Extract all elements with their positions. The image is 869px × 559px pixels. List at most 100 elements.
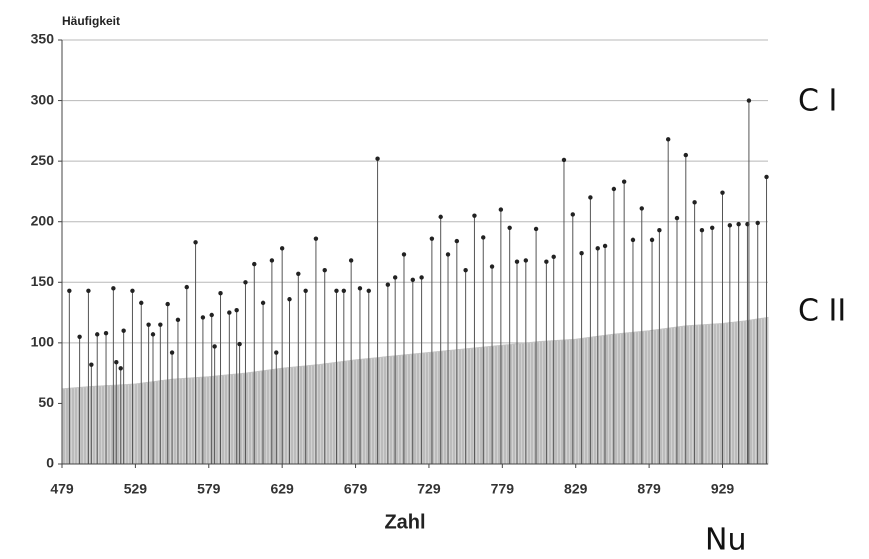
- stem-dot: [736, 221, 741, 227]
- stem-dot: [579, 251, 584, 256]
- stem-dot: [227, 310, 232, 315]
- stem-dot: [392, 275, 398, 280]
- stem-dot: [683, 152, 689, 158]
- stem-dot: [649, 237, 655, 243]
- axes: 0 50 100 150 200 250 300 350 479 529 579 629 679 729 7…: [31, 31, 768, 497]
- stem-dot: [551, 254, 556, 260]
- stem-dot: [727, 223, 733, 228]
- stem-dot: [481, 235, 486, 240]
- stem-dot: [595, 246, 600, 251]
- stem-dot: [674, 215, 680, 221]
- stem-dot: [445, 252, 451, 257]
- stem-dot: [463, 267, 468, 273]
- x-tick-label: 779: [491, 481, 515, 497]
- x-tick-label: 929: [711, 481, 735, 497]
- stem-dot: [746, 98, 752, 103]
- x-tick-label: 829: [564, 481, 588, 497]
- y-tick-label: 300: [31, 91, 55, 107]
- stem-dot: [184, 284, 189, 290]
- stem-dot: [699, 227, 705, 233]
- y-tick-label: 50: [38, 394, 54, 410]
- stem-dot: [454, 238, 460, 244]
- stem-dot: [89, 362, 94, 367]
- stem-dot: [279, 246, 285, 251]
- stem-dot: [366, 288, 371, 293]
- annotation: Nu: [705, 523, 746, 558]
- stem-dot: [489, 264, 495, 269]
- y-axis-label: Häufigkeit: [62, 14, 120, 28]
- stem-dot: [588, 195, 593, 200]
- annotation: C I: [798, 84, 837, 119]
- stem-dot: [334, 288, 339, 293]
- stem-dot: [710, 225, 715, 230]
- stem-dot: [158, 322, 163, 327]
- stem-dot: [103, 330, 109, 336]
- stem-dot: [401, 252, 407, 257]
- x-tick-label: 629: [270, 481, 294, 497]
- stem-dot: [252, 261, 257, 267]
- stem-dot: [533, 226, 539, 232]
- plot: [61, 98, 769, 465]
- stem-dot: [139, 300, 144, 306]
- stem-dot: [621, 179, 627, 184]
- y-tick-label: 250: [31, 152, 55, 168]
- stem-dot: [121, 328, 126, 333]
- stem-dot: [570, 212, 575, 217]
- stem-dot: [200, 315, 206, 320]
- stem-dot: [419, 275, 424, 280]
- stem-dot: [77, 334, 82, 339]
- stem-dot: [348, 258, 354, 263]
- stem-dot: [287, 297, 292, 302]
- stem-dot: [169, 350, 175, 355]
- x-tick-label: 879: [637, 481, 661, 497]
- stem-dot: [357, 286, 363, 291]
- stem-dot: [514, 259, 520, 264]
- stem-dot: [118, 366, 123, 371]
- stem-dot: [438, 214, 443, 220]
- annotation: C II: [798, 294, 846, 329]
- stem-dot: [639, 206, 644, 211]
- stem-dot: [86, 288, 91, 293]
- stem-dot: [67, 288, 72, 293]
- stem-dot: [237, 341, 242, 347]
- stem-dot: [665, 137, 671, 142]
- stem-dot: [150, 332, 156, 337]
- stem-dot: [720, 190, 725, 195]
- stem-dot: [507, 225, 512, 230]
- x-tick-label: 529: [124, 481, 148, 497]
- stem-dot: [165, 301, 170, 307]
- stem-dot: [260, 300, 266, 306]
- stem-dot: [114, 360, 119, 365]
- stem-dot: [313, 236, 319, 241]
- stem-dot: [175, 317, 181, 323]
- stem-dot: [630, 237, 636, 243]
- x-axis-label: Zahl: [384, 511, 425, 533]
- stem-dot: [274, 350, 279, 355]
- stem-dot: [657, 227, 662, 233]
- stem-dot: [764, 174, 769, 180]
- y-tick-label: 200: [31, 212, 55, 228]
- stem-dot: [95, 332, 100, 337]
- y-tick-label: 350: [31, 31, 55, 47]
- stem-dot: [472, 213, 477, 218]
- stem-dot: [341, 288, 347, 293]
- stem-dot: [212, 344, 217, 349]
- stem-dot: [429, 236, 435, 241]
- y-tick-label: 100: [31, 334, 55, 350]
- x-tick-label: 479: [50, 481, 74, 497]
- stem-dot: [611, 186, 617, 192]
- stem-dot: [322, 267, 327, 273]
- stem-dot: [303, 288, 308, 293]
- stem-dot: [755, 220, 760, 226]
- stem-dot: [375, 156, 380, 161]
- stem-dot: [209, 312, 214, 318]
- stem-dot: [410, 277, 415, 283]
- stem-dot: [523, 258, 529, 263]
- stem-dot: [218, 290, 223, 296]
- stem-dot: [193, 240, 198, 245]
- stem-dot: [296, 271, 301, 277]
- stem-dot: [602, 243, 608, 249]
- stem-dot: [146, 322, 151, 327]
